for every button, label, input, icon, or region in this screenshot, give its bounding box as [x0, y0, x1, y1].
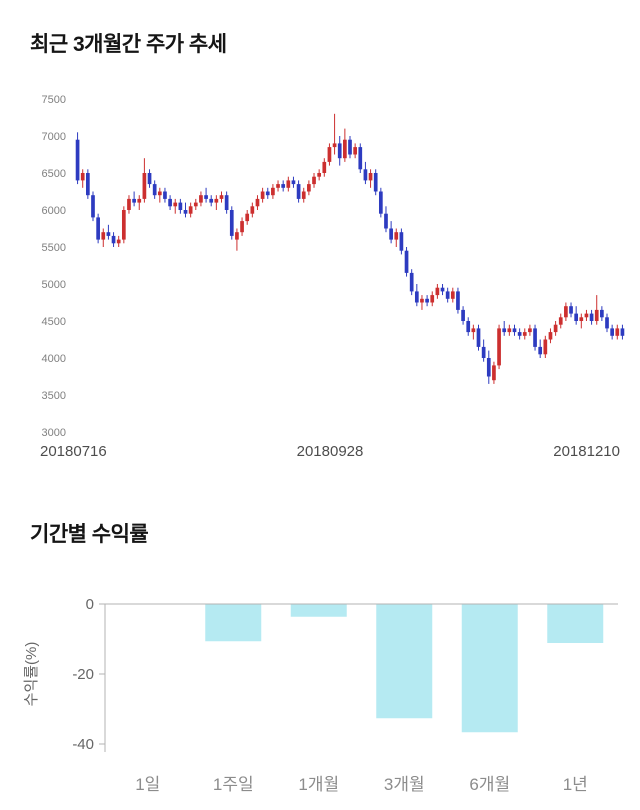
price-candlestick-chart: 3000 3500 4000 4500 5000 5500 6000 6500 7000 7500 [42, 94, 625, 439]
price-chart-x-axis: 20180716 20180928 20181210 [40, 443, 620, 460]
svg-text:3개월: 3개월 [384, 775, 425, 794]
svg-text:1주일: 1주일 [213, 775, 254, 794]
svg-text:1년: 1년 [563, 775, 588, 794]
svg-text:-20: -20 [72, 666, 94, 683]
returns-bar-chart: 0 -20 -40 1일 1주일 1개월 3개월 6개월 1년 수익률(%) [23, 596, 618, 794]
svg-text:5500: 5500 [42, 242, 66, 254]
svg-text:6개월: 6개월 [469, 775, 510, 794]
x-label-start: 20180716 [40, 443, 107, 460]
svg-text:7500: 7500 [42, 94, 66, 106]
x-label-end: 20181210 [553, 443, 620, 460]
svg-text:4500: 4500 [42, 316, 66, 328]
svg-text:3000: 3000 [42, 427, 66, 439]
svg-text:3500: 3500 [42, 390, 66, 402]
svg-text:7000: 7000 [42, 131, 66, 143]
svg-text:1일: 1일 [135, 775, 160, 794]
svg-text:6000: 6000 [42, 205, 66, 217]
svg-text:5000: 5000 [42, 279, 66, 291]
svg-text:4000: 4000 [42, 353, 66, 365]
returns-chart-title: 기간별 수익률 [30, 523, 149, 546]
svg-text:수익률(%): 수익률(%) [23, 642, 40, 707]
svg-text:1개월: 1개월 [298, 775, 339, 794]
price-chart-title: 최근 3개월간 주가 추세 [30, 33, 227, 56]
svg-text:6500: 6500 [42, 168, 66, 180]
svg-text:-40: -40 [72, 736, 94, 753]
x-label-mid: 20180928 [296, 443, 364, 460]
svg-text:0: 0 [86, 596, 94, 613]
